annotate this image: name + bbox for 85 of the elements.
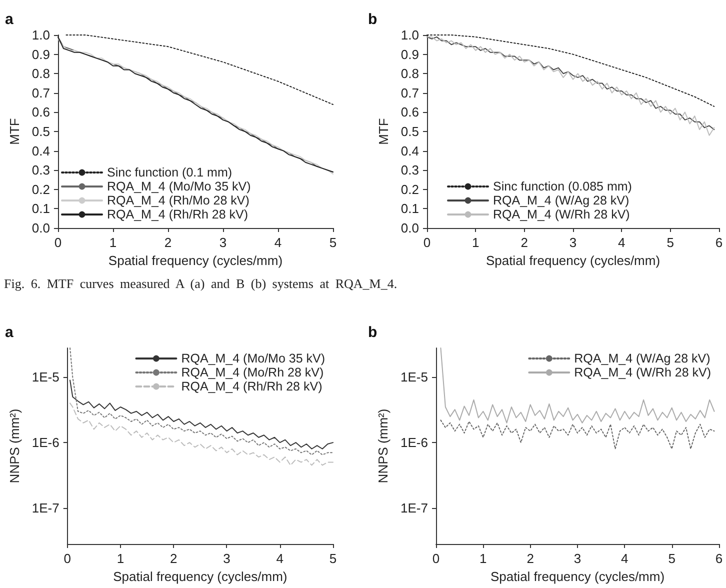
line-series [70, 348, 334, 456]
y-tick-label: 0.7 [32, 85, 50, 100]
x-tick-label: 5 [668, 551, 676, 566]
y-tick-label: 1E-6 [400, 435, 428, 450]
x-tick-label: 6 [715, 551, 723, 566]
x-tick-label: 6 [715, 235, 723, 250]
x-axis-title: Spatial frequency (cycles/mm) [108, 253, 283, 268]
x-tick-label: 0 [54, 235, 62, 250]
x-axis-title: Spatial frequency (cycles/mm) [113, 569, 288, 584]
x-tick-label: 3 [219, 235, 227, 250]
legend-label: RQA_M_4 (W/Rh 28 kV) [493, 208, 630, 222]
y-tick-label: 0.3 [32, 162, 50, 178]
y-tick-label: 0.5 [400, 124, 419, 139]
y-tick-label: 0.0 [400, 220, 419, 236]
x-tick-label: 2 [170, 551, 178, 566]
x-tick-label: 1 [116, 551, 124, 566]
x-tick-label: 4 [621, 551, 628, 566]
x-tick-label: 2 [520, 235, 528, 250]
line-series [440, 420, 715, 450]
x-tick-label: 3 [569, 235, 577, 250]
y-tick-label: 0.1 [32, 201, 50, 216]
y-tick-label: 1.0 [32, 28, 50, 42]
legend-label: Sinc function (0.1 mm) [107, 166, 232, 180]
x-tick-label: 4 [274, 235, 282, 250]
x-axis-title: Spatial frequency (cycles/mm) [490, 569, 665, 584]
x-tick-label: 1 [480, 551, 487, 566]
y-tick-label: 1.0 [400, 28, 419, 42]
y-tick-label: 1E-5 [400, 370, 428, 385]
legend-label: RQA_M_4 (Rh/Rh 28 kV) [107, 208, 248, 222]
x-tick-label: 5 [329, 551, 337, 566]
x-tick-label: 0 [64, 551, 71, 566]
y-tick-label: 0.9 [32, 46, 50, 62]
y-tick-label: 1E-6 [32, 435, 60, 450]
y-axis-title: NNPS (mm²) [376, 408, 391, 484]
y-axis-title: MTF [376, 118, 392, 145]
y-tick-label: 0.7 [400, 85, 419, 100]
x-tick-label: 5 [329, 235, 337, 250]
x-tick-label: 0 [423, 235, 431, 250]
y-tick-label: 1E-7 [400, 500, 428, 516]
caption: Fig. 6. MTF curves measured A (a) and B (b) systems at RQA_M_4. [4, 276, 398, 292]
x-tick-label: 2 [164, 235, 172, 250]
y-tick-label: 0.0 [32, 220, 50, 236]
x-tick-label: 3 [574, 551, 582, 566]
y-tick-label: 0.4 [32, 143, 50, 158]
x-tick-label: 5 [666, 235, 674, 250]
legend-label: RQA_M_4 (Mo/Mo 35 kV) [181, 352, 326, 366]
legend-label: RQA_M_4 (Mo/Mo 35 kV) [107, 180, 251, 194]
chart-title: a [5, 324, 14, 341]
chart-title: b [368, 11, 378, 28]
legend-label: RQA_M_4 (Rh/Rh 28 kV) [181, 380, 322, 394]
y-tick-label: 0.2 [32, 182, 50, 197]
x-tick-label: 1 [109, 235, 117, 250]
legend-label: Sinc function (0.085 mm) [493, 180, 632, 194]
legend-label: RQA_M_4 (W/Rh 28 kV) [574, 366, 712, 380]
x-tick-label: 4 [618, 235, 626, 250]
x-tick-label: 1 [472, 235, 480, 250]
y-tick-label: 0.4 [400, 143, 419, 158]
line-series [70, 402, 334, 466]
legend-label: RQA_M_4 (Mo/Rh 28 kV) [181, 366, 324, 380]
chart-title: b [368, 324, 378, 341]
y-tick-label: 1E-5 [32, 370, 60, 385]
x-tick-label: 3 [223, 551, 230, 566]
legend-label: RQA_M_4 (W/Ag 28 kV) [574, 352, 710, 366]
y-axis-title: NNPS (mm²) [7, 408, 22, 484]
line-series [66, 34, 334, 105]
y-tick-label: 0.2 [400, 182, 419, 197]
legend-label: RQA_M_4 (Rh/Mo 28 kV) [107, 194, 250, 208]
x-tick-label: 2 [526, 551, 534, 566]
x-axis-title: Spatial frequency (cycles/mm) [486, 253, 660, 268]
chart-title: a [5, 11, 14, 28]
y-tick-label: 1E-7 [32, 500, 60, 516]
y-tick-label: 0.1 [400, 201, 419, 216]
line-series [440, 348, 715, 424]
y-tick-label: 0.5 [32, 124, 50, 139]
y-axis-title: MTF [7, 118, 22, 145]
line-series [426, 34, 715, 107]
y-tick-label: 0.6 [32, 104, 50, 120]
y-tick-label: 0.6 [400, 104, 419, 120]
x-tick-label: 4 [276, 551, 284, 566]
legend-label: RQA_M_4 (W/Ag 28 kV) [493, 194, 630, 208]
y-tick-label: 0.9 [400, 46, 419, 62]
y-tick-label: 0.8 [32, 66, 50, 82]
y-tick-label: 0.8 [400, 66, 419, 82]
x-tick-label: 0 [432, 551, 440, 566]
y-tick-label: 0.3 [400, 162, 419, 178]
